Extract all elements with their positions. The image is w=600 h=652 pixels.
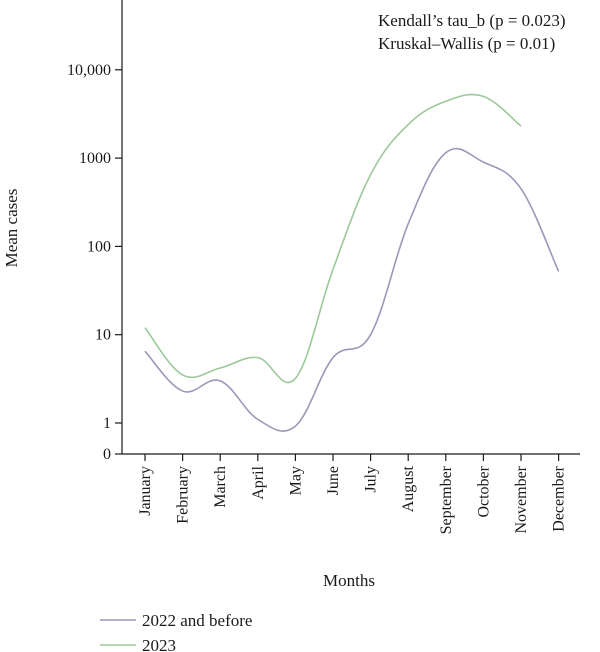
annotation-kendall: Kendall’s tau_b (p = 0.023) xyxy=(378,11,566,30)
x-tick-label: June xyxy=(325,466,342,495)
legend-label: 2023 xyxy=(142,636,176,652)
y-tick-label: 10 xyxy=(95,327,111,344)
x-tick-label: October xyxy=(475,465,492,517)
legend-label: 2022 and before xyxy=(142,611,252,630)
y-tick-label: 1000 xyxy=(79,150,111,167)
y-axis: 0 1 10 100 1000 10,000 xyxy=(67,0,123,463)
x-tick-label: January xyxy=(137,466,154,516)
x-tick-label: December xyxy=(551,465,568,531)
x-axis: January February March April May June July Augu… xyxy=(122,453,580,534)
y-tick-label: 10,000 xyxy=(67,62,111,79)
x-tick-label: February xyxy=(175,466,192,524)
x-tick-label: April xyxy=(250,465,267,499)
x-tick-label: March xyxy=(212,466,229,508)
annotation-kruskal: Kruskal–Wallis (p = 0.01) xyxy=(378,34,555,53)
series-line-before-2023 xyxy=(144,147,560,432)
x-tick-label: July xyxy=(363,466,380,493)
y-tick-label: 0 xyxy=(103,446,111,463)
x-tick-label: September xyxy=(438,465,455,534)
x-axis-title: Months xyxy=(323,571,375,590)
x-tick-label: May xyxy=(287,466,304,495)
y-tick-label: 100 xyxy=(87,238,111,255)
y-tick-label: 1 xyxy=(103,415,111,432)
legend: 2022 and before 2023 xyxy=(100,611,252,652)
series-line-2023 xyxy=(144,93,522,384)
y-axis-title: Mean cases xyxy=(2,189,21,268)
x-tick-label: November xyxy=(513,465,530,533)
x-tick-label: August xyxy=(400,465,417,512)
series-layer xyxy=(144,93,560,432)
annotations: Kendall’s tau_b (p = 0.023) Kruskal–Wall… xyxy=(378,11,566,53)
